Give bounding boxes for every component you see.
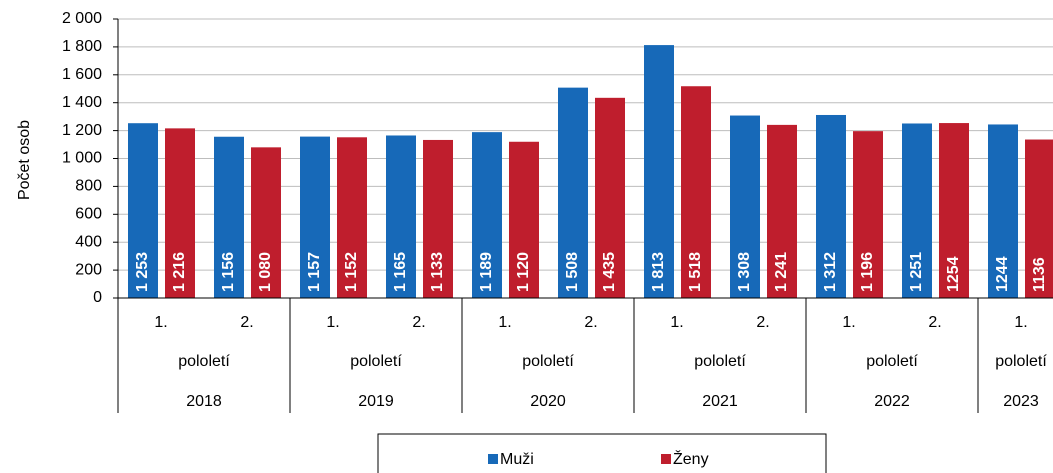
- bar: [681, 86, 711, 298]
- value-label: 1 189: [478, 252, 495, 292]
- value-label: 1 508: [564, 252, 581, 292]
- bar: [128, 123, 158, 298]
- value-label: 1 435: [601, 252, 618, 292]
- bar: [939, 123, 969, 298]
- bar: [165, 128, 195, 298]
- value-label: 1 156: [220, 252, 237, 292]
- group-year-label: 2023: [1003, 393, 1039, 410]
- bar: [509, 141, 539, 298]
- y-tick-label: 1 600: [62, 66, 102, 83]
- x-tick-label: 2.: [240, 314, 253, 331]
- value-label: 1 312: [822, 252, 839, 292]
- y-tick-label: 400: [75, 233, 102, 250]
- value-label: 1 216: [171, 252, 188, 292]
- value-label: 1 165: [392, 252, 409, 292]
- y-tick-label: 0: [93, 289, 102, 306]
- value-label: 1 251: [908, 252, 925, 292]
- legend-label: Muži: [500, 451, 534, 468]
- value-label: 1 157: [306, 252, 323, 292]
- bar: [1025, 139, 1053, 298]
- x-tick-label: 2.: [928, 314, 941, 331]
- legend-label: Ženy: [673, 449, 709, 468]
- x-tick-label: 2.: [412, 314, 425, 331]
- value-label: 1 080: [257, 252, 274, 292]
- y-tick-label: 200: [75, 261, 102, 278]
- x-tick-label: 1.: [326, 314, 339, 331]
- value-label: 1 308: [736, 252, 753, 292]
- x-tick-label: 1.: [670, 314, 683, 331]
- value-label: 1 241: [773, 252, 790, 292]
- x-tick-label: 2.: [756, 314, 769, 331]
- bar: [902, 123, 932, 298]
- group-period-label: pololetí: [995, 353, 1047, 370]
- value-label: 1244: [994, 256, 1011, 292]
- x-tick-label: 1.: [842, 314, 855, 331]
- bar: [300, 136, 330, 298]
- bar: [386, 135, 416, 298]
- y-tick-label: 600: [75, 206, 102, 223]
- bar: [988, 124, 1018, 298]
- bar: [730, 115, 760, 298]
- value-label: 1 152: [343, 252, 360, 292]
- bar: [767, 124, 797, 299]
- group-year-label: 2022: [874, 393, 910, 410]
- value-label: 1 196: [859, 252, 876, 292]
- legend-swatch: [661, 454, 671, 464]
- y-axis-title: Počet osob: [16, 120, 33, 200]
- legend-swatch: [488, 454, 498, 464]
- y-tick-label: 1 000: [62, 150, 102, 167]
- x-tick-label: 1.: [498, 314, 511, 331]
- bar: [558, 87, 588, 298]
- bar: [644, 45, 674, 298]
- x-tick-label: 1.: [1014, 314, 1027, 331]
- group-period-label: pololetí: [866, 353, 918, 370]
- group-period-label: pololetí: [522, 353, 574, 370]
- value-label: 1 253: [134, 252, 151, 292]
- x-tick-label: 1.: [154, 314, 167, 331]
- x-tick-label: 2.: [584, 314, 597, 331]
- y-tick-label: 1 800: [62, 38, 102, 55]
- legend-box: [377, 433, 827, 473]
- group-year-label: 2019: [358, 393, 394, 410]
- bar: [816, 114, 846, 298]
- y-tick-label: 800: [75, 178, 102, 195]
- bar: [251, 147, 281, 298]
- bar: [214, 136, 244, 298]
- value-label: 1 120: [515, 252, 532, 292]
- value-label: 1136: [1031, 257, 1048, 292]
- value-label: 1 133: [429, 252, 446, 292]
- group-year-label: 2021: [702, 393, 738, 410]
- bar: [595, 97, 625, 298]
- value-label: 1254: [945, 256, 962, 292]
- bar: [472, 132, 502, 298]
- value-label: 1 518: [687, 252, 704, 292]
- value-label: 1 813: [650, 252, 667, 292]
- y-tick-label: 1 200: [62, 122, 102, 139]
- bar: [337, 137, 367, 298]
- y-tick-label: 1 400: [62, 94, 102, 111]
- y-tick-label: 2 000: [62, 10, 102, 27]
- bar: [853, 131, 883, 298]
- group-period-label: pololetí: [350, 353, 402, 370]
- group-period-label: pololetí: [694, 353, 746, 370]
- bar: [423, 139, 453, 298]
- group-year-label: 2020: [530, 393, 566, 410]
- group-year-label: 2018: [186, 393, 222, 410]
- group-period-label: pololetí: [178, 353, 230, 370]
